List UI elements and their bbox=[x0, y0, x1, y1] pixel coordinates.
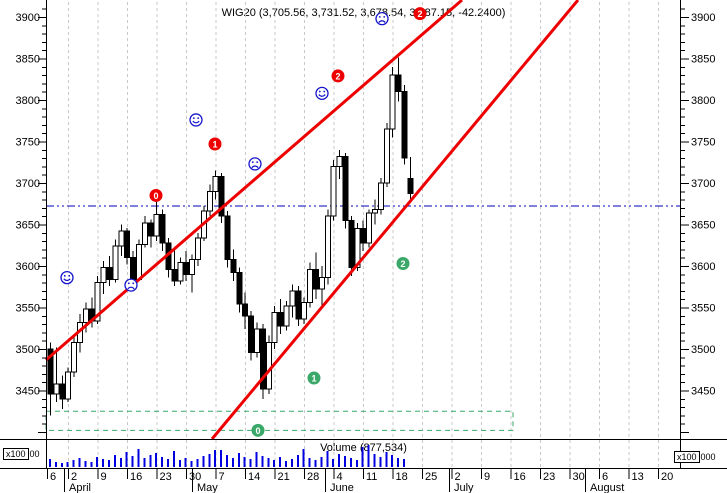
svg-text:3700: 3700 bbox=[16, 178, 40, 190]
svg-text:3600: 3600 bbox=[691, 261, 715, 273]
y-axis: 3900 3900 3850 3850 3800 3800 3750 3750 3700 3700… bbox=[16, 8, 715, 433]
svg-text:July: July bbox=[454, 482, 474, 493]
x100-right-suffix: 000 bbox=[700, 452, 716, 462]
red-signal-2: 2 bbox=[331, 69, 345, 83]
svg-text:April: April bbox=[69, 482, 91, 493]
svg-text:3700: 3700 bbox=[691, 178, 715, 190]
sad-face-icon bbox=[124, 278, 138, 292]
svg-text:3500: 3500 bbox=[691, 344, 715, 356]
x-axis: 6 2 9 16 23 30 7 14 21 28 4 11 18 25 2 9 16 23 30 6 13 20Apri… bbox=[47, 469, 673, 493]
svg-text:May: May bbox=[197, 482, 218, 493]
scale-multiplier-right: x100 000 bbox=[674, 451, 716, 463]
svg-text:23: 23 bbox=[543, 471, 555, 483]
consolidation-box bbox=[45, 410, 514, 431]
svg-text:2: 2 bbox=[335, 71, 340, 81]
green-signal-2: 2 bbox=[396, 257, 410, 271]
svg-text:3450: 3450 bbox=[16, 386, 40, 398]
volume-bars bbox=[49, 445, 405, 467]
svg-text:3450: 3450 bbox=[691, 386, 715, 398]
svg-text:4: 4 bbox=[337, 471, 343, 483]
x100-box-right: x100 bbox=[674, 451, 700, 463]
svg-text:3550: 3550 bbox=[691, 303, 715, 315]
svg-text:14: 14 bbox=[248, 471, 260, 483]
markers: 0 1 2 2 0 1 2 bbox=[60, 7, 427, 437]
channel-lower bbox=[210, 0, 580, 440]
svg-text:2: 2 bbox=[417, 9, 422, 19]
svg-text:3650: 3650 bbox=[16, 220, 40, 232]
svg-text:18: 18 bbox=[396, 471, 408, 483]
svg-text:3850: 3850 bbox=[691, 54, 715, 66]
chart-title: WIG20 (3,705.56, 3,731.52, 3,678.54, 3,6… bbox=[221, 7, 506, 19]
candles bbox=[47, 57, 414, 416]
happy-face-icon bbox=[315, 86, 329, 101]
happy-face-icon bbox=[60, 270, 74, 285]
svg-text:2: 2 bbox=[455, 471, 461, 483]
green-signal-1: 1 bbox=[307, 371, 321, 385]
channel-upper bbox=[45, 0, 463, 362]
svg-text:9: 9 bbox=[484, 471, 490, 483]
happy-face-icon bbox=[189, 113, 203, 127]
svg-text:3750: 3750 bbox=[16, 137, 40, 149]
axes bbox=[0, 0, 727, 469]
svg-text:2: 2 bbox=[400, 259, 405, 269]
svg-text:21: 21 bbox=[278, 471, 290, 483]
sad-face-icon bbox=[375, 12, 389, 26]
svg-text:28: 28 bbox=[307, 471, 319, 483]
svg-text:June: June bbox=[330, 482, 354, 493]
svg-text:August: August bbox=[590, 482, 624, 493]
svg-text:11: 11 bbox=[366, 471, 377, 483]
svg-text:3800: 3800 bbox=[16, 95, 40, 107]
svg-text:0: 0 bbox=[255, 426, 260, 436]
red-signal-2: 2 bbox=[413, 7, 427, 21]
trendlines bbox=[45, 0, 580, 440]
svg-text:2: 2 bbox=[71, 471, 77, 483]
svg-text:3900: 3900 bbox=[691, 12, 715, 24]
svg-text:3600: 3600 bbox=[16, 261, 40, 273]
svg-text:9: 9 bbox=[101, 471, 107, 483]
svg-text:25: 25 bbox=[425, 471, 437, 483]
svg-text:3900: 3900 bbox=[16, 12, 40, 24]
svg-text:3650: 3650 bbox=[691, 220, 715, 232]
svg-text:6: 6 bbox=[50, 471, 56, 483]
svg-text:3800: 3800 bbox=[691, 95, 715, 107]
svg-text:3500: 3500 bbox=[16, 344, 40, 356]
svg-text:16: 16 bbox=[130, 471, 142, 483]
svg-text:20: 20 bbox=[661, 471, 673, 483]
x100-left-suffix: 00 bbox=[29, 449, 40, 459]
svg-text:3850: 3850 bbox=[16, 54, 40, 66]
svg-text:3750: 3750 bbox=[691, 137, 715, 149]
svg-text:0: 0 bbox=[153, 191, 158, 201]
red-signal-1: 1 bbox=[208, 137, 222, 151]
sad-face-icon bbox=[248, 157, 262, 171]
svg-text:1: 1 bbox=[311, 374, 316, 384]
svg-text:7: 7 bbox=[219, 471, 225, 483]
svg-text:1: 1 bbox=[212, 139, 217, 149]
svg-text:6: 6 bbox=[602, 471, 608, 483]
x100-box-left: x100 bbox=[3, 448, 29, 460]
svg-text:13: 13 bbox=[632, 471, 644, 483]
svg-text:23: 23 bbox=[160, 471, 172, 483]
red-signal-0: 0 bbox=[149, 188, 163, 202]
svg-text:30: 30 bbox=[573, 471, 585, 483]
svg-text:16: 16 bbox=[514, 471, 526, 483]
green-signal-0: 0 bbox=[251, 423, 265, 437]
svg-text:3550: 3550 bbox=[16, 303, 40, 315]
scale-multiplier-left: x100 00 bbox=[3, 448, 40, 460]
